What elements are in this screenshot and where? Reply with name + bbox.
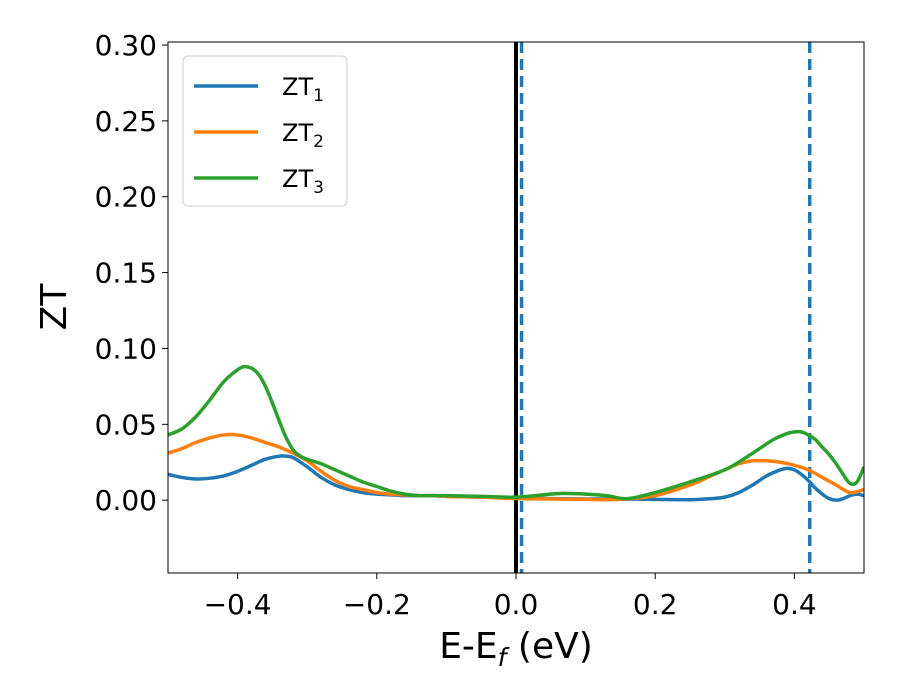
y-tick-label: 0.15	[95, 257, 157, 290]
series-layer	[168, 364, 864, 502]
x-tick-label: −0.2	[343, 588, 411, 621]
y-tick-label: 0.20	[95, 181, 157, 214]
legend-label-zt1: ZT1	[282, 73, 324, 106]
y-tick-label: 0.00	[95, 484, 157, 517]
x-tick-label: −0.4	[204, 588, 272, 621]
legend: ZT1 ZT2 ZT3	[182, 55, 348, 207]
y-tick-label: 0.25	[95, 105, 157, 138]
y-axis-ticks: 0.00 0.05 0.10 0.15 0.20 0.25 0.30	[95, 29, 168, 517]
series-line-zt3	[168, 364, 864, 501]
x-axis-label: E-Ef (eV)	[439, 626, 593, 672]
x-tick-label: 0.2	[633, 588, 678, 621]
x-axis-ticks: −0.4 −0.2 0.0 0.2 0.4	[204, 573, 817, 621]
y-axis-label: ZT	[34, 283, 75, 331]
y-tick-label: 0.05	[95, 408, 157, 441]
y-tick-label: 0.10	[95, 332, 157, 365]
x-tick-label: 0.4	[772, 588, 817, 621]
legend-label-zt3: ZT3	[282, 165, 324, 198]
y-tick-label: 0.30	[95, 29, 157, 62]
legend-label-zt2: ZT2	[282, 119, 324, 152]
x-tick-label: 0.0	[494, 588, 539, 621]
legend-box	[182, 55, 348, 207]
